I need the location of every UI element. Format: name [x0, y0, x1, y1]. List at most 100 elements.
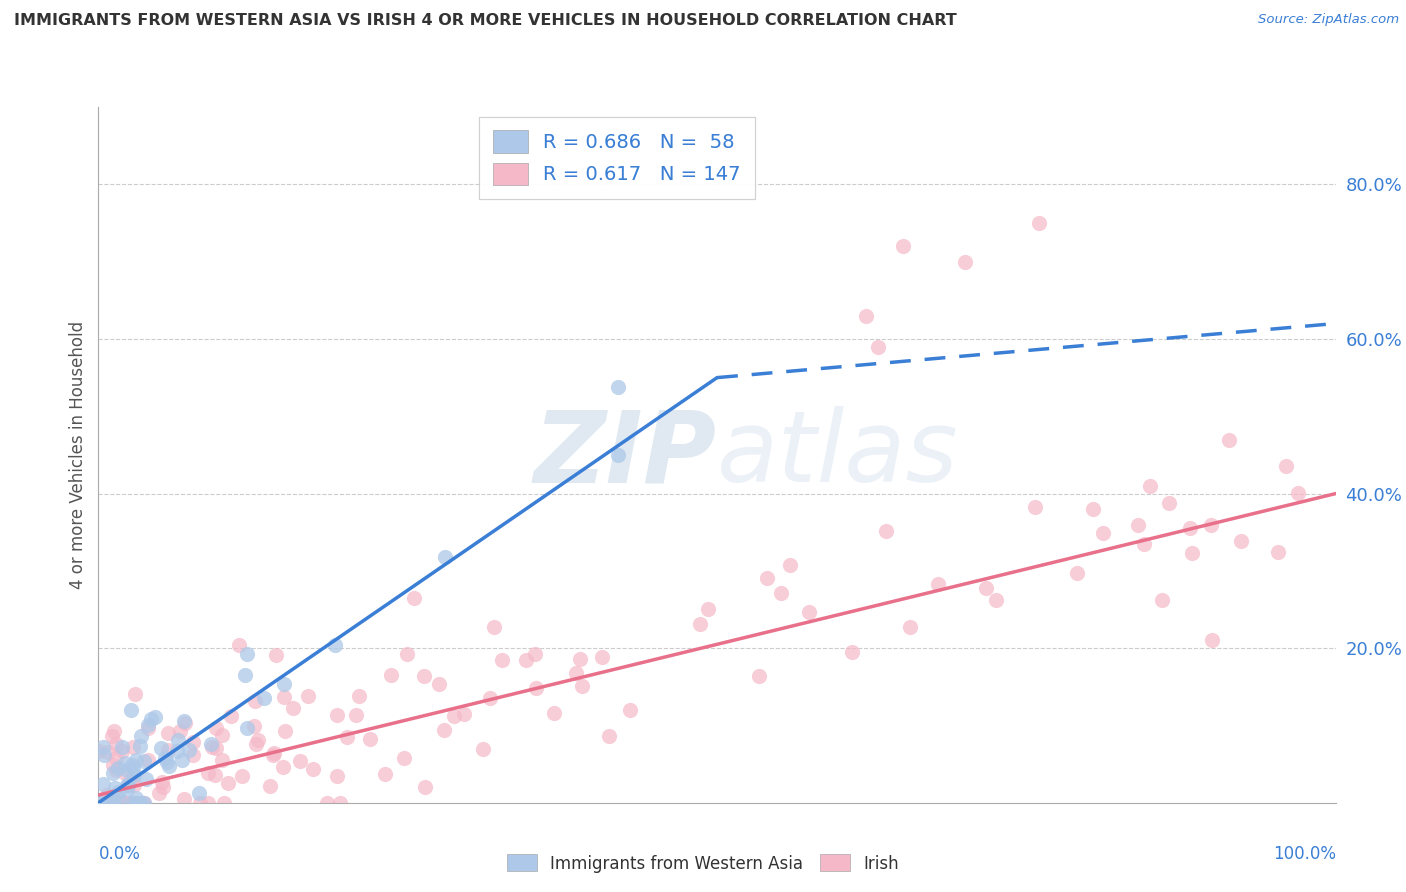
Point: [122, 796, 145, 810]
Point: [1159, 495, 1181, 509]
Point: [157, 743, 180, 757]
Point: [453, 706, 475, 721]
Point: [134, 796, 156, 810]
Text: atlas: atlas: [717, 407, 959, 503]
Point: [1288, 486, 1310, 500]
Point: [107, 796, 129, 810]
Point: [855, 309, 877, 323]
Point: [427, 677, 450, 691]
Point: [211, 727, 233, 741]
Point: [900, 620, 922, 634]
Text: IMMIGRANTS FROM WESTERN ASIA VS IRISH 4 OR MORE VEHICLES IN HOUSEHOLD CORRELATIO: IMMIGRANTS FROM WESTERN ASIA VS IRISH 4 …: [14, 13, 957, 29]
Point: [471, 742, 494, 756]
Point: [1024, 500, 1046, 515]
Point: [211, 753, 233, 767]
Point: [131, 796, 153, 810]
Point: [124, 796, 146, 810]
Point: [197, 796, 219, 810]
Point: [259, 779, 281, 793]
Point: [524, 681, 547, 695]
Point: [344, 708, 367, 723]
Point: [96, 789, 118, 803]
Point: [515, 653, 537, 667]
Point: [374, 767, 396, 781]
Point: [173, 714, 195, 728]
Point: [173, 792, 195, 806]
Point: [169, 724, 191, 739]
Point: [181, 747, 204, 762]
Point: [105, 763, 128, 777]
Point: [326, 708, 349, 723]
Point: [104, 751, 127, 765]
Point: [111, 744, 134, 758]
Point: [380, 668, 402, 682]
Point: [247, 732, 270, 747]
Point: [288, 755, 311, 769]
Point: [1274, 458, 1296, 473]
Point: [112, 796, 135, 810]
Point: [245, 737, 267, 751]
Point: [131, 796, 153, 810]
Point: [139, 712, 162, 726]
Text: 0.0%: 0.0%: [98, 845, 141, 863]
Point: [262, 747, 284, 762]
Point: [326, 769, 349, 783]
Point: [264, 648, 287, 662]
Point: [219, 709, 242, 723]
Point: [1178, 521, 1201, 535]
Point: [100, 796, 122, 810]
Point: [543, 706, 565, 720]
Point: [93, 747, 115, 762]
Point: [347, 689, 370, 703]
Point: [108, 793, 131, 807]
Point: [105, 738, 128, 752]
Point: [756, 571, 779, 585]
Point: [482, 620, 505, 634]
Point: [243, 719, 266, 733]
Point: [302, 762, 325, 776]
Point: [1181, 546, 1204, 560]
Point: [107, 796, 129, 810]
Point: [212, 796, 235, 810]
Point: [94, 796, 117, 810]
Point: [150, 775, 173, 789]
Point: [103, 796, 125, 810]
Point: [607, 379, 630, 393]
Point: [107, 761, 129, 775]
Point: [115, 779, 138, 793]
Point: [129, 739, 152, 754]
Point: [769, 586, 792, 600]
Point: [120, 796, 142, 810]
Point: [402, 591, 425, 605]
Point: [433, 723, 456, 737]
Point: [524, 647, 547, 661]
Point: [598, 729, 620, 743]
Point: [121, 761, 143, 775]
Point: [136, 717, 159, 731]
Point: [96, 796, 118, 810]
Point: [101, 796, 124, 810]
Point: [1028, 216, 1050, 230]
Point: [443, 709, 465, 723]
Point: [243, 694, 266, 708]
Point: [188, 796, 211, 810]
Point: [273, 677, 295, 691]
Point: [124, 779, 146, 793]
Point: [274, 724, 297, 739]
Point: [114, 756, 136, 771]
Point: [217, 776, 239, 790]
Point: [110, 796, 132, 810]
Point: [433, 550, 456, 565]
Point: [103, 757, 125, 772]
Point: [986, 592, 1008, 607]
Point: [91, 777, 114, 791]
Point: [204, 721, 226, 735]
Point: [122, 740, 145, 755]
Point: [607, 448, 630, 462]
Text: Source: ZipAtlas.com: Source: ZipAtlas.com: [1258, 13, 1399, 27]
Point: [569, 651, 592, 665]
Point: [89, 744, 111, 758]
Point: [953, 254, 976, 268]
Point: [797, 606, 820, 620]
Point: [281, 700, 304, 714]
